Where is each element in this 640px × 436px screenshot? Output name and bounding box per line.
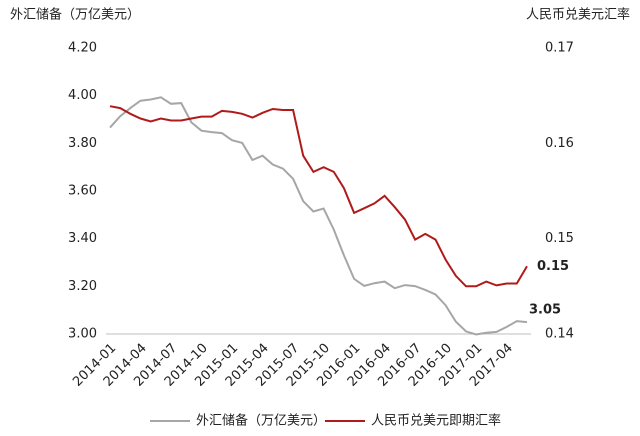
- value-label: 3.05: [529, 303, 561, 318]
- y-tick-label: 3.20: [68, 279, 97, 294]
- y-axis-title: 外汇储备（万亿美元）: [10, 7, 140, 23]
- y2-tick-label: 0.15: [545, 231, 574, 246]
- y2-tick-label: 0.14: [545, 327, 574, 342]
- y-tick-label: 3.00: [68, 327, 97, 342]
- y2-tick-label: 0.17: [545, 41, 574, 56]
- y2-tick-label: 0.16: [545, 136, 574, 151]
- y-tick-label: 3.60: [68, 184, 97, 199]
- value-label: 0.15: [537, 259, 569, 274]
- y-tick-label: 3.80: [68, 136, 97, 151]
- y2-axis-title: 人民币兑美元汇率: [526, 7, 630, 23]
- series-line: [109, 105, 528, 288]
- legend-label: 外汇储备（万亿美元）: [196, 413, 326, 429]
- series-line: [109, 96, 528, 336]
- y-tick-label: 4.00: [68, 88, 97, 103]
- y-tick-label: 3.40: [68, 231, 97, 246]
- y-tick-label: 4.20: [68, 41, 97, 56]
- legend-label: 人民币兑美元即期汇率: [371, 413, 501, 429]
